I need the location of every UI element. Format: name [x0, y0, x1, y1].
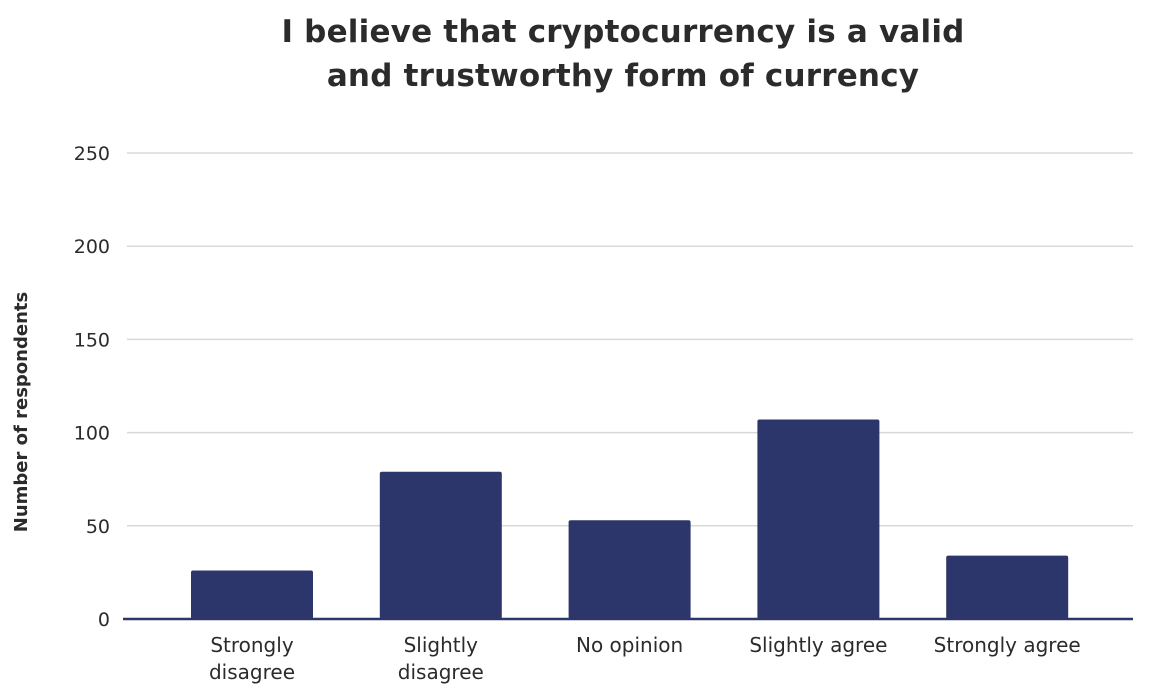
- bar-2: [568, 520, 691, 619]
- bar-0: [191, 570, 313, 619]
- chart-title-line-1: I believe that cryptocurrency is a valid: [281, 14, 965, 50]
- chart-title: I believe that cryptocurrency is a valid…: [0, 10, 1149, 98]
- x-tick-label-0-1: disagree: [209, 660, 295, 684]
- y-tick-label-100: 100: [74, 423, 110, 445]
- chart-title-line-2: and trustworthy form of currency: [326, 58, 920, 94]
- y-tick-label-200: 200: [74, 236, 110, 258]
- bar-3: [757, 419, 880, 619]
- y-axis-title: Number of respondents: [11, 292, 32, 532]
- x-tick-label-3-0: Slightly agree: [749, 633, 887, 657]
- x-tick-label-2-0: No opinion: [576, 633, 683, 657]
- y-tick-label-50: 50: [86, 516, 110, 538]
- x-tick-label-1-1: disagree: [398, 660, 484, 684]
- y-tick-label-250: 250: [74, 143, 110, 165]
- y-tick-label-150: 150: [74, 329, 110, 351]
- x-tick-label-0-0: Strongly: [210, 633, 293, 657]
- bar-1: [379, 471, 502, 619]
- x-tick-label-4-0: Strongly agree: [934, 633, 1081, 657]
- y-tick-label-0: 0: [98, 609, 110, 631]
- x-tick-label-1-0: Slightly: [404, 633, 479, 657]
- bar-4: [946, 555, 1069, 619]
